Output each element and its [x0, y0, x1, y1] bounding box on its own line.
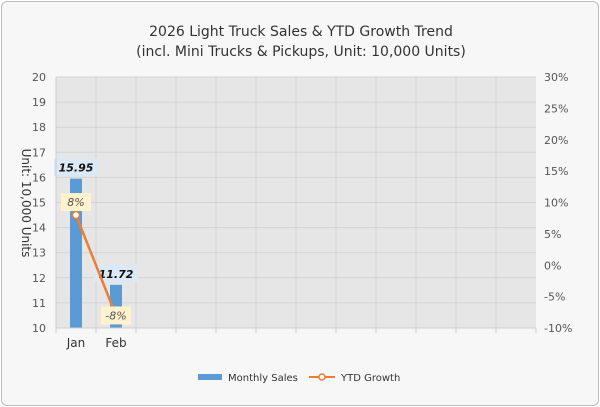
legend-label-monthly-sales: Monthly Sales	[228, 373, 298, 384]
y-tick-label: 10	[32, 322, 46, 335]
chart-title: 2026 Light Truck Sales & YTD Growth Tren…	[149, 24, 453, 40]
bar-data-label: 11.72	[99, 268, 134, 281]
chart-subtitle: (incl. Mini Trucks & Pickups, Unit: 10,0…	[136, 44, 466, 60]
x-tick-label: Feb	[105, 336, 126, 350]
bar-data-label-bg	[54, 158, 98, 176]
legend-marker-ytd-growth	[318, 373, 326, 381]
line-data-label: -8%	[105, 309, 126, 322]
y-tick-label: 19	[32, 96, 46, 109]
y-tick-label: 15	[32, 197, 46, 210]
y-tick-label: 18	[32, 121, 46, 134]
y2-tick-label: -5%	[544, 291, 565, 304]
y2-tick-label: 15%	[544, 165, 568, 178]
y-tick-label: 20	[32, 71, 46, 84]
y2-tick-label: 30%	[544, 71, 568, 84]
y2-tick-label: 5%	[544, 228, 561, 241]
bar-data-label-bg	[94, 264, 138, 282]
y2-tick-label: 10%	[544, 197, 568, 210]
y2-tick-label: 0%	[544, 259, 561, 272]
legend-label-ytd-growth: YTD Growth	[340, 373, 400, 384]
line-data-label: 8%	[67, 196, 84, 209]
line-marker-ytd-growth	[71, 210, 81, 220]
y-axis-label: Unit: 10,000 Units	[19, 149, 33, 258]
x-tick-label: Jan	[66, 336, 86, 350]
bar-data-label: 15.95	[59, 162, 94, 175]
y-tick-label: 16	[32, 171, 46, 184]
line-data-label-bg	[61, 193, 91, 212]
y2-tick-label: -10%	[544, 322, 572, 335]
legend: Monthly Sales YTD Growth	[198, 373, 400, 384]
legend-swatch-monthly-sales	[198, 374, 222, 380]
y-tick-label: 11	[32, 297, 46, 310]
y2-tick-label: 20%	[544, 134, 568, 147]
y-tick-label: 17	[32, 146, 46, 159]
line-ytd-growth	[74, 214, 118, 316]
y-tick-label: 13	[32, 247, 46, 260]
y2-tick-label: 25%	[544, 102, 568, 115]
y-tick-label: 14	[32, 222, 46, 235]
line-data-label-bg	[101, 306, 131, 325]
y-tick-label: 12	[32, 272, 46, 285]
